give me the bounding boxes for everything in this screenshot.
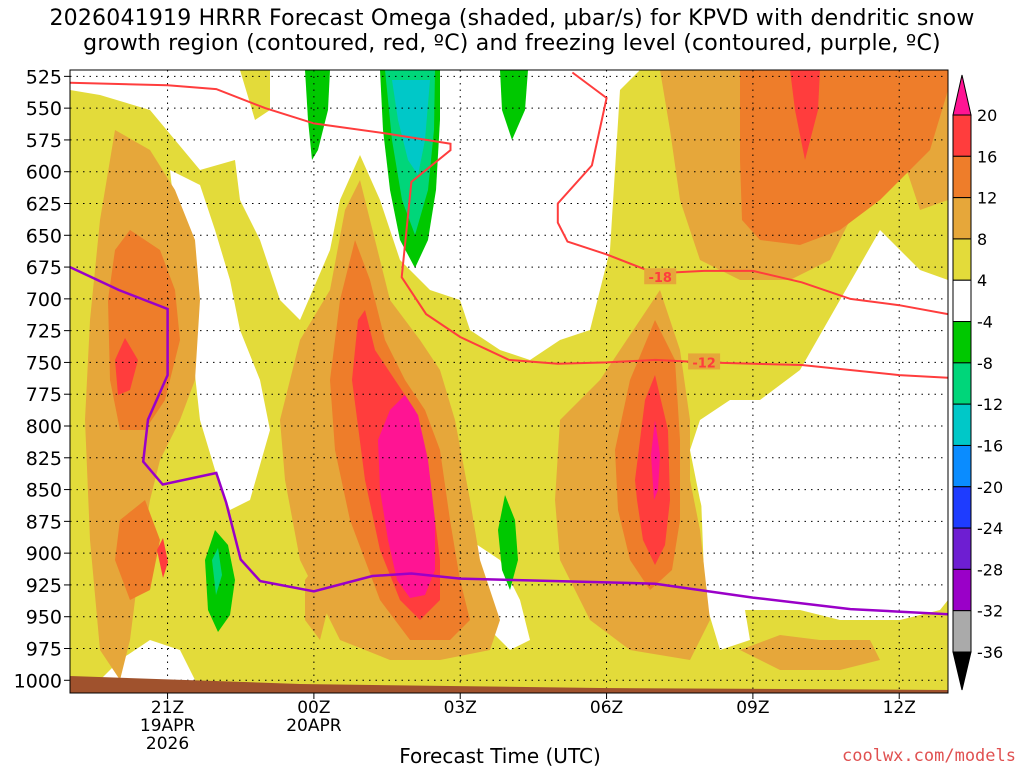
- colorbar-segment: [952, 568, 972, 612]
- credit-link[interactable]: coolwx.com/models: [842, 746, 1016, 766]
- colorbar-label: -16: [977, 436, 1003, 455]
- y-tick-label: 875: [26, 511, 62, 533]
- y-tick-label: 950: [26, 607, 62, 629]
- colorbar-segment: [952, 321, 972, 364]
- x-tick-label: 19APR: [140, 716, 196, 736]
- y-tick-label: 600: [26, 162, 62, 184]
- x-tick-label: 20APR: [286, 716, 342, 736]
- colorbar-label: -12: [977, 395, 1003, 414]
- colorbar-label: 4: [977, 271, 987, 290]
- y-axis: 525 550 575 600 625 650 675 700 725 750 775 800 825 8…: [14, 66, 70, 692]
- colorbar-bottom-arrow: [952, 651, 972, 691]
- y-tick-label: 775: [26, 384, 62, 406]
- y-tick-label: 925: [26, 575, 62, 597]
- colorbar-segment: [952, 486, 972, 529]
- dgz-lower-contour: [556, 71, 948, 316]
- colorbar-segment: [952, 279, 972, 323]
- x-axis-label: Forecast Time (UTC): [399, 744, 601, 768]
- y-tick-label: 975: [26, 639, 62, 661]
- y-tick-label: 850: [26, 480, 62, 502]
- colorbar-segment: [952, 114, 972, 157]
- colorbar-label: -36: [977, 643, 1003, 662]
- y-tick-label: 550: [26, 98, 62, 120]
- colorbar-label: -32: [977, 602, 1003, 621]
- colorbar-label: 12: [977, 189, 997, 208]
- colorbar-label: -24: [977, 519, 1003, 538]
- contour-label: -18: [648, 271, 672, 286]
- contour-labels: -18 -12: [644, 268, 721, 371]
- plot-area: -18 -12: [70, 70, 948, 693]
- y-tick-label: 675: [26, 257, 62, 279]
- colorbar-label: 8: [977, 230, 987, 249]
- colorbar-label: -20: [977, 478, 1003, 497]
- y-tick-label: 525: [26, 66, 62, 88]
- x-tick-label: 03Z: [444, 698, 477, 718]
- colorbar-segment: [952, 197, 972, 240]
- contour-label-bg: [644, 268, 677, 285]
- y-tick-label: 1000: [14, 670, 62, 692]
- colorbar-segment: [952, 238, 972, 281]
- omega-minus-12-16: [392, 80, 430, 175]
- colorbar-segment: [952, 610, 972, 653]
- omega-above-20: [378, 395, 660, 598]
- chart-title: 2026041919 HRRR Forecast Omega (shaded, …: [0, 6, 1024, 56]
- title-line-1: 2026041919 HRRR Forecast Omega (shaded, …: [49, 6, 975, 31]
- y-tick-label: 625: [26, 194, 62, 216]
- x-tick-label: 12Z: [883, 698, 916, 718]
- y-tick-label: 900: [26, 543, 62, 565]
- freezing-level-contour: [70, 265, 948, 616]
- x-tick-label: 06Z: [590, 698, 623, 718]
- x-tick-label: 21Z: [151, 698, 184, 718]
- y-tick-label: 725: [26, 321, 62, 343]
- colorbar-label: -28: [977, 560, 1003, 579]
- y-tick-label: 750: [26, 352, 62, 374]
- colorbar-top-arrow: [952, 74, 972, 116]
- x-tick-label: 00Z: [297, 698, 330, 718]
- y-tick-label: 800: [26, 416, 62, 438]
- ground-terrain: [70, 676, 948, 693]
- x-tick-label: 09Z: [736, 698, 769, 718]
- colorbar: 20 16 12 8 4 -4 -8 -12 -16 -20 -24 -28 -32 -36: [952, 74, 1003, 691]
- y-tick-label: 825: [26, 448, 62, 470]
- x-tick-label: 2026: [146, 734, 189, 754]
- colorbar-label: -4: [977, 313, 993, 332]
- y-tick-label: 575: [26, 130, 62, 152]
- colorbar-segment: [952, 527, 972, 570]
- contour-label: -12: [692, 356, 716, 371]
- colorbar-label: -8: [977, 354, 993, 373]
- colorbar-segment: [952, 403, 972, 446]
- colorbar-segment: [952, 155, 972, 199]
- colorbar-segment: [952, 444, 972, 488]
- plot-frame: [69, 69, 949, 694]
- colorbar-label: 16: [977, 147, 997, 166]
- y-tick-label: 650: [26, 225, 62, 247]
- y-tick-label: 700: [26, 289, 62, 311]
- contour-label-bg: [688, 353, 721, 370]
- colorbar-segment: [952, 362, 972, 405]
- colorbar-label: 20: [977, 106, 997, 125]
- title-line-2: growth region (contoured, red, ºC) and f…: [83, 31, 941, 56]
